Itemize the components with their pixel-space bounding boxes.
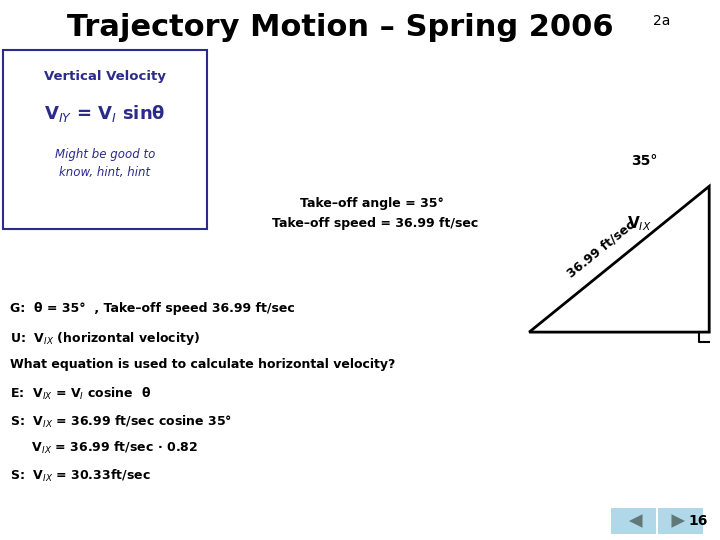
Text: Take–off angle = 35°: Take–off angle = 35° (300, 197, 444, 210)
Text: 16: 16 (688, 514, 708, 528)
Text: E:  V$_{IX}$ = V$_{I}$ cosine  θ: E: V$_{IX}$ = V$_{I}$ cosine θ (10, 386, 151, 402)
Text: S:  V$_{IX}$ = 36.99 ft/sec cosine 35°: S: V$_{IX}$ = 36.99 ft/sec cosine 35° (10, 414, 233, 430)
Text: U:  V$_{IX}$ (horizontal velocity): U: V$_{IX}$ (horizontal velocity) (10, 330, 200, 347)
Text: V$_{IX}$ = 36.99 ft/sec · 0.82: V$_{IX}$ = 36.99 ft/sec · 0.82 (10, 440, 198, 456)
Text: V$_{IY}$ = V$_{I}$ sinθ: V$_{IY}$ = V$_{I}$ sinθ (44, 103, 166, 124)
FancyBboxPatch shape (3, 50, 207, 229)
Text: 2a: 2a (653, 14, 670, 28)
Bar (658, 508, 703, 534)
Text: 35°: 35° (631, 154, 657, 168)
Text: V$_{IX}$: V$_{IX}$ (627, 214, 652, 233)
Text: S:  V$_{IX}$ = 30.33ft/sec: S: V$_{IX}$ = 30.33ft/sec (10, 468, 150, 484)
Text: Might be good to
know, hint, hint: Might be good to know, hint, hint (55, 148, 156, 179)
Text: Vertical Velocity: Vertical Velocity (44, 70, 166, 83)
Text: Trajectory Motion – Spring 2006: Trajectory Motion – Spring 2006 (67, 14, 613, 43)
Text: Take–off speed = 36.99 ft/sec: Take–off speed = 36.99 ft/sec (272, 217, 478, 230)
Polygon shape (629, 514, 642, 528)
Text: 36.99 ft/sec: 36.99 ft/sec (565, 218, 637, 280)
Bar (611, 508, 656, 534)
Polygon shape (672, 514, 685, 528)
Text: G:  θ = 35°  , Take–off speed 36.99 ft/sec: G: θ = 35° , Take–off speed 36.99 ft/sec (10, 302, 294, 315)
Text: What equation is used to calculate horizontal velocity?: What equation is used to calculate horiz… (10, 358, 395, 371)
